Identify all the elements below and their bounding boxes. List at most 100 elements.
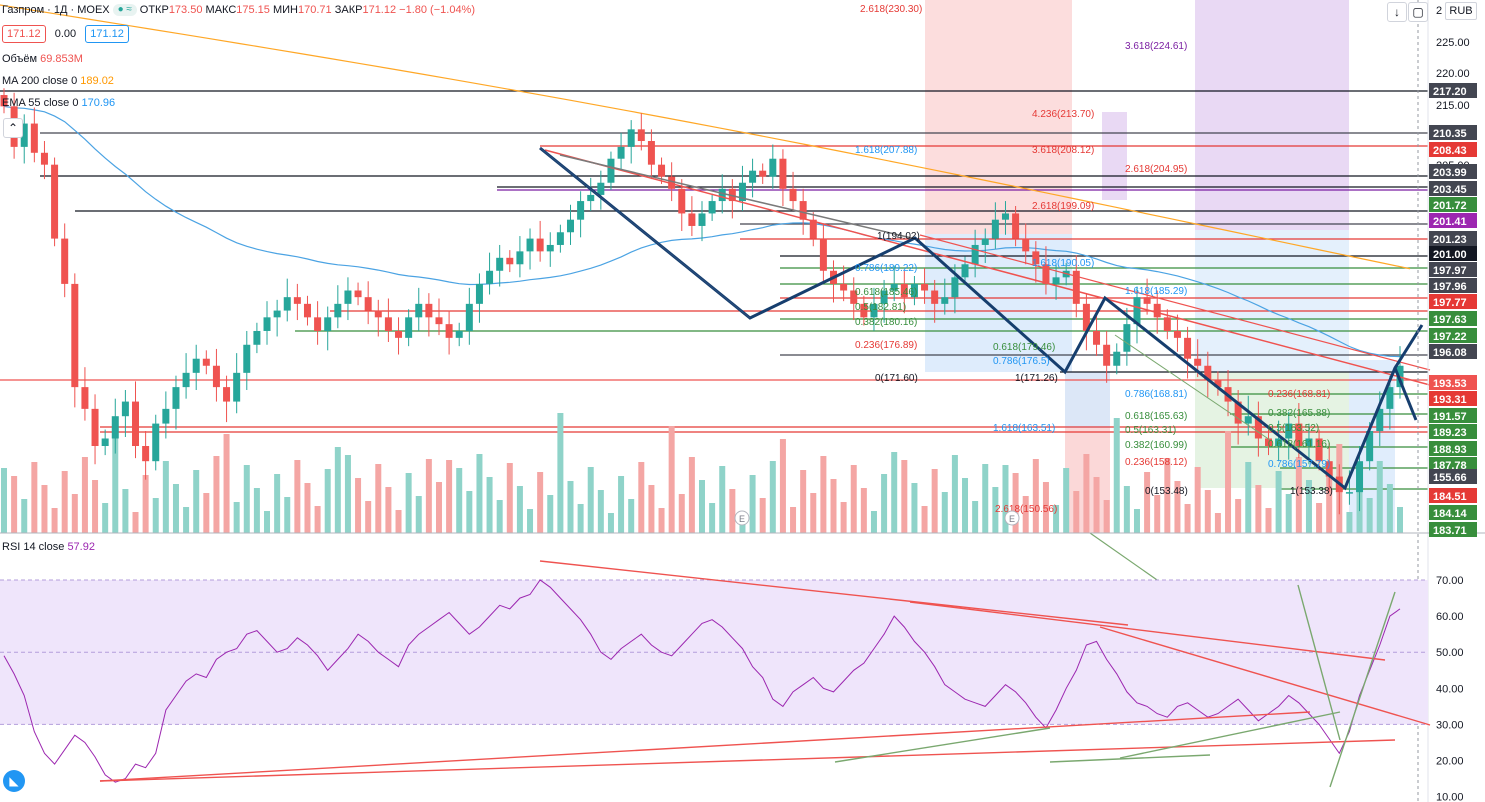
price-label-text-15: 193.53: [1433, 378, 1467, 390]
candle-body-92: [931, 290, 939, 304]
candle-body-84: [850, 290, 858, 304]
volume-bar-52: [527, 509, 534, 533]
volume-bar-99: [1002, 465, 1009, 533]
rsi-tick-label-6: 10.00: [1436, 792, 1464, 802]
volume-bar-10: [102, 503, 109, 533]
fib-zone-6: [1195, 230, 1349, 372]
volume-bar-130: [1316, 503, 1323, 533]
price-label-text-4: 203.45: [1433, 184, 1467, 196]
maximize-icon[interactable]: ▢: [1408, 2, 1428, 22]
fib-label-13: 1.618(185.29): [1125, 286, 1187, 297]
candle-body-24: [243, 344, 251, 373]
price-label-11: 197.77: [1429, 294, 1477, 309]
price-label-text-7: 201.23: [1433, 234, 1467, 246]
price-change: −1.80 (−1.04%): [399, 4, 476, 16]
candle-body-74: [749, 170, 757, 183]
candle-body-63: [637, 129, 645, 142]
volume-bar-138: [1397, 507, 1403, 533]
spread-value: 0.00: [54, 28, 77, 40]
indicator-volume-name: Объём: [2, 53, 38, 65]
candle-body-112: [1133, 297, 1141, 325]
collapse-legend-icon[interactable]: ⌃: [3, 118, 23, 138]
volume-bar-41: [415, 496, 422, 533]
volume-bar-54: [547, 495, 554, 533]
candle-body-13: [132, 401, 140, 447]
volume-bar-90: [911, 483, 918, 533]
scroll-to-latest-icon[interactable]: ↓: [1387, 2, 1407, 22]
rsi-trend-line-3: [1099, 626, 1431, 726]
fib-label-32: 0.786(157.79): [1268, 459, 1330, 470]
volume-bar-79: [800, 470, 807, 533]
volume-bar-5: [51, 508, 58, 533]
tradingview-logo-icon[interactable]: ◣: [3, 770, 25, 792]
candle-body-122: [1234, 401, 1242, 424]
ohlc-high-key: МАКС: [205, 4, 237, 16]
indicator-ema55[interactable]: EMA 55 close 0 170.96: [2, 96, 115, 110]
sell-price-button[interactable]: 171.12: [2, 25, 46, 43]
volume-bar-129: [1305, 480, 1312, 533]
candle-body-42: [425, 303, 433, 318]
volume-bar-4: [41, 485, 48, 533]
price-tick-label-0: 225.00: [1436, 37, 1470, 49]
fib-label-8: 0.786(189.22): [855, 263, 917, 274]
ohlc-high-value: 175.15: [236, 4, 270, 16]
price-label-text-19: 188.93: [1433, 444, 1467, 456]
indicator-rsi[interactable]: RSI 14 close 57.92: [2, 540, 95, 554]
candle-body-128: [1295, 423, 1303, 447]
candle-body-30: [303, 303, 311, 318]
volume-bar-96: [972, 501, 979, 533]
candle-body-120: [1214, 379, 1222, 388]
candle-body-59: [597, 182, 605, 195]
candle-body-113: [1143, 297, 1151, 304]
visibility-toggle-icon[interactable]: ● ≈: [112, 4, 137, 17]
candle-body-80: [809, 219, 817, 239]
rsi-tick-label-4: 30.00: [1436, 719, 1464, 731]
volume-bar-70: [709, 503, 716, 533]
trend-line-1: [559, 154, 921, 241]
price-label-17: 191.57: [1429, 408, 1477, 423]
volume-bar-93: [941, 492, 948, 533]
candle-body-136: [1376, 408, 1384, 432]
fib-zone-4: [1065, 372, 1110, 428]
fib-label-16: 0.786(176.5): [993, 356, 1050, 367]
volume-bar-117: [1184, 504, 1191, 533]
currency-button[interactable]: RUB: [1445, 2, 1477, 20]
volume-bar-128: [1295, 457, 1302, 533]
volume-bar-124: [1255, 485, 1262, 533]
candle-body-129: [1305, 438, 1313, 447]
candle-body-117: [1184, 337, 1192, 359]
candle-body-45: [455, 330, 463, 338]
candle-body-4: [40, 152, 48, 165]
price-label-text-10: 197.96: [1433, 281, 1467, 293]
price-label-24: 183.71: [1429, 522, 1477, 537]
fib-label-27: 1(153.38): [1290, 486, 1333, 497]
volume-bar-101: [1022, 496, 1029, 533]
price-label-21: 155.66: [1429, 469, 1477, 484]
candle-body-96: [971, 244, 979, 265]
volume-bar-84: [850, 465, 857, 533]
candle-body-102: [1032, 251, 1040, 265]
price-label-4: 203.45: [1429, 181, 1477, 196]
candle-body-27: [273, 310, 281, 318]
indicator-ma200[interactable]: MA 200 close 0 189.02: [2, 74, 114, 88]
volume-bar-121: [1225, 431, 1232, 533]
price-label-text-6: 201.41: [1433, 216, 1467, 228]
price-label-text-3: 203.99: [1433, 167, 1467, 179]
volume-bar-120: [1214, 513, 1221, 533]
candle-body-18: [182, 372, 190, 388]
candle-body-2: [20, 123, 28, 147]
candle-body-123: [1244, 416, 1252, 424]
candle-body-12: [121, 401, 129, 417]
indicator-volume[interactable]: Объём 69.853M: [2, 52, 83, 66]
candle-body-94: [951, 277, 959, 298]
volume-bar-50: [506, 463, 513, 533]
candle-body-17: [172, 387, 180, 409]
symbol-title[interactable]: Газпром · 1Д · MOEX: [2, 4, 110, 16]
candle-body-106: [1072, 270, 1080, 304]
candle-body-90: [910, 283, 918, 298]
candle-body-97: [981, 238, 989, 245]
price-label-text-18: 189.23: [1433, 427, 1467, 439]
buy-price-button[interactable]: 171.12: [85, 25, 129, 43]
price-label-text-8: 201.00: [1433, 249, 1467, 261]
